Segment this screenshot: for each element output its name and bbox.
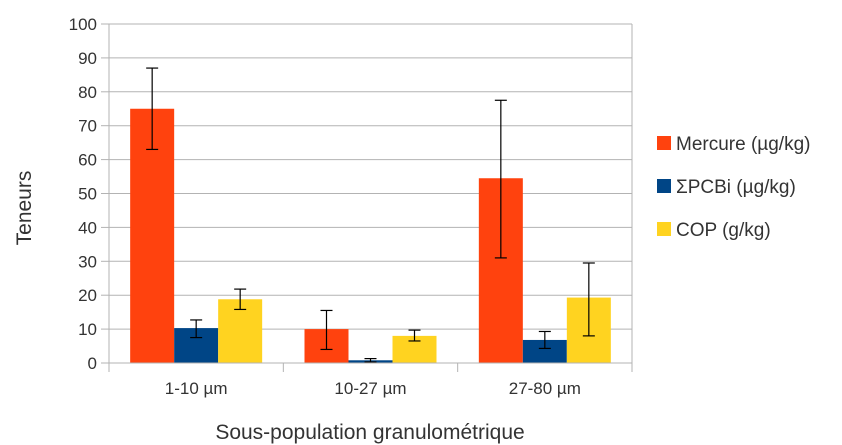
x-axis-title: Sous-population granulométrique [215,421,524,444]
tick-labels: 0 10 20 30 40 50 60 70 80 90 100 1-10 µm 10-27 µm 27-… [69,15,581,398]
legend: Mercure (µg/kg) ΣPCBi (µg/kg) COP (g/kg) [657,134,810,241]
y-tick-label: 80 [78,83,97,102]
legend-item: COP (g/kg) [657,220,771,241]
legend-swatch [657,136,671,150]
y-tick-label: 40 [78,218,97,237]
y-tick-label: 50 [78,185,97,204]
legend-item: Mercure (µg/kg) [657,134,810,155]
y-tick-label: 100 [69,15,97,34]
bar [130,108,175,363]
y-tick-label: 0 [88,354,97,373]
y-tick-label: 70 [78,117,97,136]
x-tick-label: 27-80 µm [509,379,581,398]
y-tick-label: 20 [78,286,97,305]
bar [522,339,567,363]
legend-item: ΣPCBi (µg/kg) [657,177,796,198]
y-tick-label: 60 [78,151,97,170]
grid-lines [109,23,632,364]
legend-swatch [657,179,671,193]
y-tick-label: 30 [78,252,97,271]
legend-label: Mercure (µg/kg) [676,134,810,155]
legend-label: COP (g/kg) [676,220,771,241]
y-tick-label: 10 [78,320,97,339]
error-bars [146,67,595,363]
x-tick-label: 10-27 µm [334,379,406,398]
axes [101,23,633,372]
y-tick-label: 90 [78,49,97,68]
x-tick-label: 1-10 µm [165,379,228,398]
y-axis-title: Teneurs [13,171,36,246]
bars [130,108,611,363]
legend-swatch [657,222,671,236]
legend-label: ΣPCBi (µg/kg) [676,177,796,198]
